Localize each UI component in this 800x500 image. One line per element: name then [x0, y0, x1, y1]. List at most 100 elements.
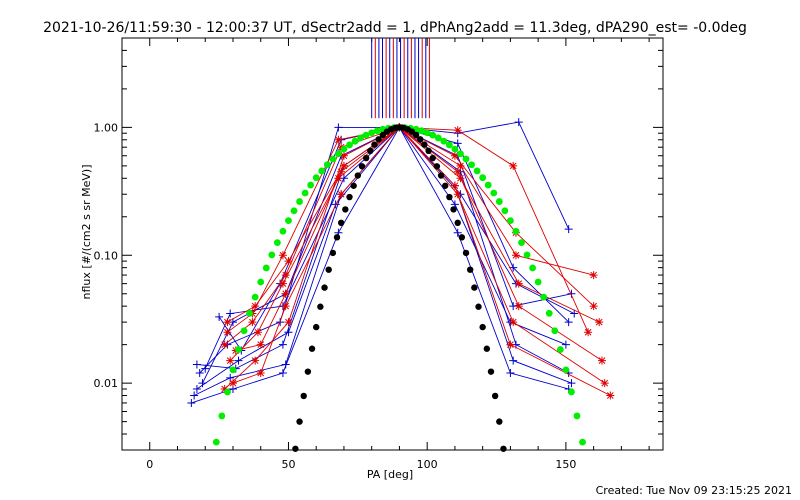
green-model-point — [529, 264, 537, 272]
red-data-marker — [597, 356, 606, 365]
red-data-marker — [248, 318, 257, 327]
green-model-point — [501, 207, 509, 215]
black-model-point — [425, 147, 432, 155]
black-model-point — [337, 219, 345, 227]
blue-series-line — [199, 121, 570, 374]
red-data-marker — [278, 251, 287, 260]
footer-created: Created: Tue Nov 09 23:15:25 2021 — [596, 484, 792, 497]
blue-series-line — [202, 126, 572, 384]
red-data-marker — [281, 302, 290, 311]
green-model-point — [251, 293, 259, 301]
red-data-marker — [223, 328, 232, 337]
blue-data-marker — [506, 369, 515, 378]
black-model-point — [362, 154, 370, 162]
blue-data-marker — [195, 369, 204, 378]
y-tick-label: 1.00 — [94, 121, 119, 134]
red-data-marker — [337, 190, 346, 199]
red-data-marker — [281, 271, 290, 280]
black-model-point — [367, 147, 374, 155]
blue-data-marker — [215, 312, 224, 321]
blue-data-marker — [570, 309, 579, 318]
blue-data-marker — [284, 328, 293, 337]
green-model-point — [246, 309, 254, 317]
black-model-point — [296, 418, 303, 425]
blue-data-marker — [190, 391, 199, 400]
black-model-point — [292, 445, 299, 452]
black-model-point — [346, 193, 353, 201]
red-data-marker — [450, 151, 459, 160]
blue-series-line — [218, 126, 570, 352]
black-model-point — [487, 368, 495, 375]
green-model-point — [573, 412, 581, 420]
green-model-point — [346, 141, 353, 149]
blue-data-marker — [281, 360, 290, 369]
red-data-marker — [589, 271, 598, 280]
red-data-marker — [284, 257, 293, 266]
green-model-point — [512, 227, 520, 235]
green-model-point — [507, 217, 514, 225]
green-model-point — [351, 137, 359, 145]
green-model-point — [551, 327, 559, 335]
green-model-point — [340, 145, 348, 153]
green-model-point — [307, 181, 315, 189]
red-data-marker — [595, 318, 604, 327]
green-model-point — [212, 438, 220, 446]
red-data-marker — [506, 340, 515, 349]
green-model-point — [523, 251, 531, 259]
green-model-point — [318, 167, 326, 175]
green-model-point — [301, 189, 309, 197]
blue-data-marker — [187, 398, 196, 407]
blue-data-marker — [561, 340, 570, 349]
green-model-point — [229, 366, 237, 374]
black-model-point — [442, 182, 449, 189]
red-series-line — [232, 126, 605, 384]
green-model-point — [495, 198, 503, 205]
green-model-point — [423, 129, 431, 137]
black-model-point — [483, 345, 491, 352]
black-model-point — [317, 303, 324, 310]
green-model-point — [285, 217, 292, 225]
black-model-point — [479, 323, 486, 331]
black-model-point — [466, 266, 474, 273]
red-series-line — [224, 126, 611, 396]
green-model-point — [429, 131, 437, 139]
red-data-marker — [339, 161, 348, 170]
green-model-point — [296, 198, 303, 205]
red-data-marker — [509, 161, 518, 170]
blue-data-marker — [453, 228, 462, 237]
red-data-marker — [453, 167, 462, 176]
x-tick-label: 150 — [555, 458, 576, 471]
blue-data-marker — [514, 118, 523, 127]
y-tick-label: 0.01 — [94, 377, 119, 390]
green-model-point — [224, 388, 231, 396]
y-axis-label: nflux [#/(cm2 s sr MeV)] — [80, 165, 93, 300]
black-model-point — [446, 193, 453, 201]
green-model-point — [273, 239, 281, 247]
black-model-point — [350, 182, 357, 189]
green-model-point — [257, 278, 265, 286]
green-model-point — [545, 309, 553, 317]
red-data-marker — [256, 340, 265, 349]
green-model-point — [240, 327, 248, 335]
black-model-point — [333, 234, 341, 241]
green-model-point — [279, 227, 287, 235]
x-axis-label: PA [deg] — [367, 468, 413, 481]
green-model-point — [418, 127, 426, 135]
red-data-marker — [223, 318, 232, 327]
black-model-point — [417, 136, 424, 143]
green-model-point — [518, 239, 525, 247]
red-data-marker — [281, 289, 290, 298]
black-model-point — [437, 172, 445, 179]
green-model-point — [445, 141, 453, 149]
blue-data-marker — [509, 263, 518, 272]
red-data-marker — [509, 318, 518, 327]
green-model-point — [434, 134, 442, 142]
red-data-marker — [251, 356, 260, 365]
blue-data-marker — [567, 289, 576, 298]
data-layer — [187, 38, 615, 452]
red-data-marker — [511, 251, 520, 260]
green-model-point — [468, 161, 475, 169]
black-model-point — [329, 249, 337, 257]
red-data-marker — [226, 356, 235, 365]
